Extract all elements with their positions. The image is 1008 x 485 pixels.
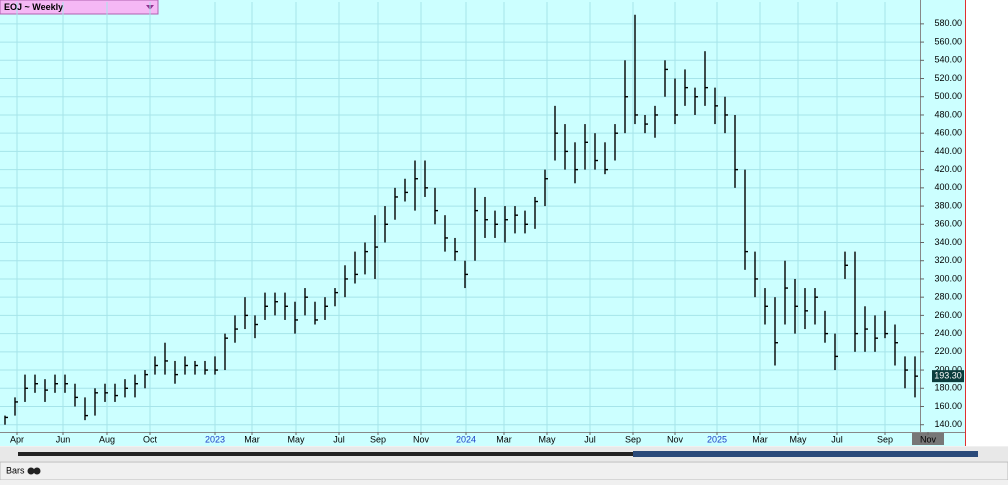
y-tick-label: 440.00 <box>934 146 962 156</box>
x-tick-label: Jul <box>584 434 596 444</box>
y-tick-label: 360.00 <box>934 219 962 229</box>
y-tick-label: 380.00 <box>934 200 962 210</box>
x-tick-label: 2023 <box>205 434 225 444</box>
title-box[interactable] <box>0 0 159 15</box>
x-tick-label: Mar <box>752 434 768 444</box>
mode-label: Bars <box>6 465 25 475</box>
y-tick-label: 320.00 <box>934 255 962 265</box>
last-value-box <box>932 370 964 383</box>
y-tick-label: 340.00 <box>934 237 962 247</box>
current-period <box>912 433 944 445</box>
x-tick-label: May <box>538 434 556 444</box>
y-tick-label: 460.00 <box>934 128 962 138</box>
x-tick-label: Sep <box>370 434 386 444</box>
x-tick-label: Nov <box>667 434 684 444</box>
x-tick-label: Mar <box>244 434 260 444</box>
y-tick-label: 420.00 <box>934 164 962 174</box>
y-tick-label: 180.00 <box>934 383 962 393</box>
x-tick-label: Aug <box>99 434 115 444</box>
last-value-label: 193.30 <box>934 371 962 381</box>
y-tick-label: 200.00 <box>934 364 962 374</box>
plot-background <box>0 0 965 446</box>
x-tick-label: May <box>287 434 305 444</box>
x-tick-label: Sep <box>877 434 893 444</box>
x-tick-label: Apr <box>10 434 24 444</box>
x-tick-label: Nov <box>413 434 430 444</box>
x-tick-label: 2024 <box>456 434 476 444</box>
scroll-track <box>18 452 978 456</box>
mode-icon[interactable] <box>27 467 35 475</box>
y-tick-label: 300.00 <box>934 273 962 283</box>
y-tick-label: 540.00 <box>934 55 962 65</box>
bottom-bar <box>0 461 1008 481</box>
y-tick-label: 140.00 <box>934 419 962 429</box>
y-tick-label: 400.00 <box>934 182 962 192</box>
x-tick-label: Nov <box>920 434 937 444</box>
y-tick-label: 500.00 <box>934 91 962 101</box>
x-tick-label: 2025 <box>707 434 727 444</box>
y-tick-label: 560.00 <box>934 36 962 46</box>
y-tick-label: 260.00 <box>934 310 962 320</box>
y-tick-label: 240.00 <box>934 328 962 338</box>
y-tick-label: 520.00 <box>934 73 962 83</box>
scroll-thumb[interactable] <box>633 451 978 457</box>
x-tick-label: May <box>789 434 807 444</box>
x-tick-label: Sep <box>625 434 641 444</box>
x-tick-label: Mar <box>496 434 512 444</box>
mode-icon[interactable] <box>33 467 41 475</box>
x-tick-label: Jul <box>333 434 345 444</box>
y-tick-label: 280.00 <box>934 292 962 302</box>
y-tick-label: 220.00 <box>934 346 962 356</box>
chart-title: EOJ ~ Weekly <box>4 2 63 12</box>
x-tick-label: Jun <box>56 434 71 444</box>
y-tick-label: 580.00 <box>934 18 962 28</box>
y-tick-label: 160.00 <box>934 401 962 411</box>
y-tick-label: 480.00 <box>934 109 962 119</box>
x-tick-label: Oct <box>143 434 158 444</box>
x-tick-label: Jul <box>831 434 843 444</box>
right-strip <box>966 0 1008 446</box>
